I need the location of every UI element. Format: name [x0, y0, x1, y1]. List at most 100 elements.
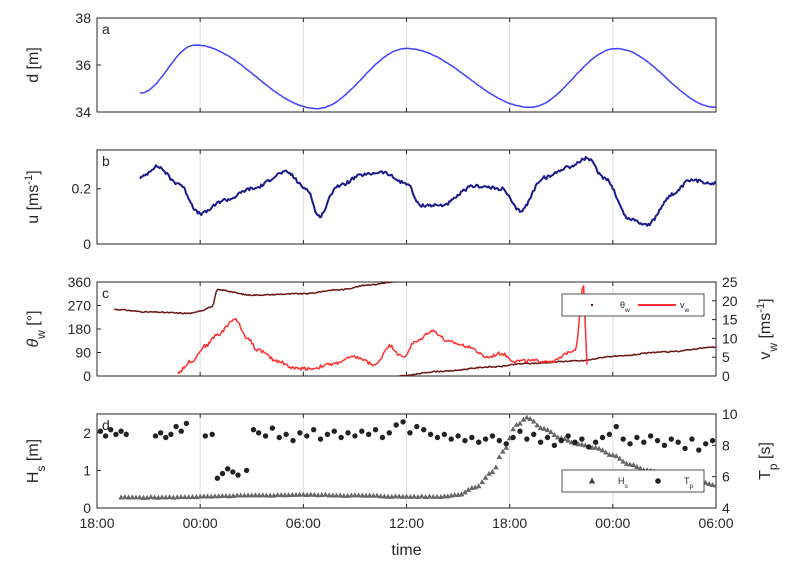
y2-tick-label: 10: [722, 406, 738, 422]
hs-marker: [381, 493, 388, 499]
hs-marker: [592, 444, 599, 450]
tp-marker: [620, 436, 626, 442]
hs-marker: [197, 493, 203, 499]
hs-marker: [534, 422, 540, 428]
y2-tick-label: 6: [722, 469, 730, 485]
tp-marker: [163, 434, 169, 441]
hs-marker: [219, 492, 226, 498]
plot-area: [139, 155, 716, 227]
hs-marker: [136, 494, 143, 500]
series-line-main: [139, 155, 716, 227]
tp-marker: [675, 439, 681, 445]
panel-c: 0 90 180 270 360 0 5 10 15 20 25 c θw [°] vw [ms-1] θw…: [25, 274, 780, 384]
y-axis-label: d [m]: [25, 47, 42, 83]
hs-marker: [620, 458, 626, 464]
hs-marker: [527, 415, 534, 421]
tp-marker: [634, 434, 640, 441]
tp-marker: [420, 426, 427, 433]
hs-marker: [630, 462, 637, 468]
tp-marker: [178, 428, 184, 434]
y-axis-label: Hs [m]: [25, 439, 48, 483]
hs-marker: [204, 493, 211, 499]
plot-area: [114, 282, 716, 376]
tp-marker: [113, 431, 119, 438]
tp-marker: [476, 439, 482, 445]
tp-marker: [173, 423, 179, 430]
tp-marker: [214, 475, 221, 481]
hs-marker: [278, 492, 285, 498]
hs-marker: [482, 474, 489, 480]
hs-marker: [524, 414, 530, 420]
hs-marker: [333, 492, 340, 498]
y2-tick-label: 4: [722, 500, 730, 516]
panel-d: 0 1 2 4 6 8 10 d Hs [m] Tp [s] Hs Tp 18:00 00:00 06:00…: [25, 406, 780, 559]
tp-marker: [118, 428, 124, 434]
hs-marker: [241, 492, 248, 498]
legend-label-thw: θw: [620, 300, 630, 314]
tp-marker: [262, 433, 269, 439]
legend-box: [561, 469, 705, 493]
plot-area: [139, 44, 716, 110]
tp-marker: [599, 434, 606, 441]
tp-marker: [482, 436, 489, 442]
legend: Hs Tp: [561, 469, 705, 493]
panel-letter: b: [102, 153, 110, 169]
hs-marker: [193, 493, 200, 499]
tp-marker: [102, 433, 109, 439]
tp-marker: [586, 444, 592, 450]
hs-marker: [125, 494, 132, 500]
tp-marker: [702, 441, 709, 447]
tp-marker: [696, 447, 702, 453]
x-tick-label: 12:00: [389, 515, 424, 531]
tp-marker: [427, 431, 434, 438]
panel-letter: c: [102, 285, 109, 301]
hs-marker: [627, 461, 633, 467]
hs-marker: [185, 494, 192, 500]
tp-marker: [537, 439, 544, 445]
hs-marker: [513, 421, 520, 427]
hs-marker: [434, 493, 440, 499]
hs-marker: [565, 437, 571, 443]
hs-marker: [223, 492, 229, 498]
hs-marker: [520, 416, 527, 422]
legend-marker-tp: [655, 478, 661, 484]
y-tick-label: 360: [68, 274, 92, 290]
y-tick-label: 2: [83, 425, 91, 441]
tp-marker: [324, 431, 331, 438]
series-line-vw: [177, 285, 588, 375]
y2-tick-label: 8: [722, 437, 730, 453]
tp-marker: [448, 436, 454, 442]
tp-marker: [230, 469, 236, 475]
tp-marker: [290, 437, 296, 444]
tp-marker: [108, 426, 114, 433]
hs-marker: [326, 492, 332, 498]
hs-marker: [541, 425, 547, 431]
hs-marker: [422, 493, 429, 499]
hs-marker: [359, 492, 366, 498]
tp-marker: [359, 428, 365, 434]
hs-marker: [315, 492, 321, 498]
tp-marker: [304, 433, 310, 439]
hs-marker: [426, 493, 433, 499]
y2-axis-label: vw [ms-1]: [755, 298, 780, 359]
y2-tick-label: 5: [722, 349, 730, 365]
tp-marker: [489, 433, 496, 439]
tp-marker: [462, 437, 468, 444]
tp-marker: [243, 467, 250, 474]
tp-marker: [606, 431, 613, 438]
tp-marker: [579, 436, 585, 442]
x-tick-label: 00:00: [183, 515, 218, 531]
tp-marker: [202, 433, 209, 439]
hs-marker: [174, 494, 181, 500]
hs-marker: [274, 491, 281, 497]
hs-marker: [634, 463, 640, 469]
legend: θw vw: [561, 293, 705, 317]
hs-marker: [706, 481, 712, 487]
hs-marker: [606, 451, 613, 457]
tp-marker: [496, 437, 503, 444]
tp-marker: [235, 472, 241, 478]
hs-marker: [182, 494, 188, 500]
tp-marker: [224, 466, 231, 472]
hs-marker: [285, 492, 292, 498]
